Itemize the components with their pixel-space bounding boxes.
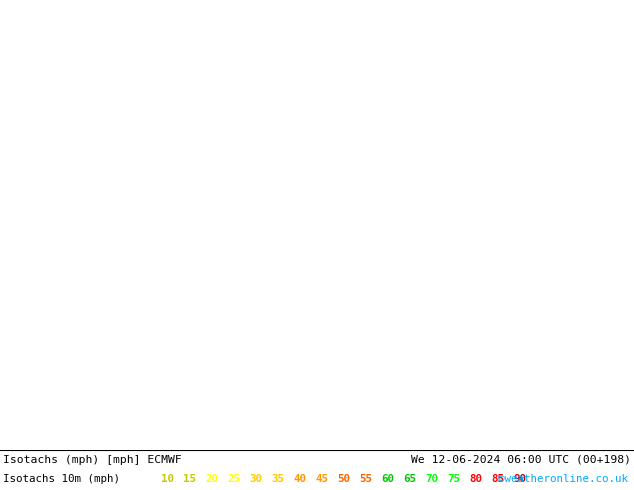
Text: 40: 40 xyxy=(294,474,306,484)
Text: 85: 85 xyxy=(491,474,505,484)
Text: Isotachs (mph) [mph] ECMWF: Isotachs (mph) [mph] ECMWF xyxy=(3,455,182,465)
Text: 55: 55 xyxy=(359,474,373,484)
Text: 70: 70 xyxy=(425,474,439,484)
Text: 60: 60 xyxy=(382,474,394,484)
Text: 80: 80 xyxy=(470,474,482,484)
Text: 90: 90 xyxy=(514,474,526,484)
Text: 65: 65 xyxy=(403,474,417,484)
Text: 30: 30 xyxy=(250,474,262,484)
Text: 10: 10 xyxy=(162,474,174,484)
Text: 75: 75 xyxy=(448,474,460,484)
Text: 35: 35 xyxy=(271,474,285,484)
Text: ©weatheronline.co.uk: ©weatheronline.co.uk xyxy=(498,474,628,484)
Text: 45: 45 xyxy=(316,474,328,484)
Text: 25: 25 xyxy=(228,474,240,484)
Text: Isotachs 10m (mph): Isotachs 10m (mph) xyxy=(3,474,120,484)
Text: 15: 15 xyxy=(183,474,197,484)
Text: 50: 50 xyxy=(337,474,351,484)
Text: We 12-06-2024 06:00 UTC (00+198): We 12-06-2024 06:00 UTC (00+198) xyxy=(411,455,631,465)
Text: 20: 20 xyxy=(205,474,219,484)
